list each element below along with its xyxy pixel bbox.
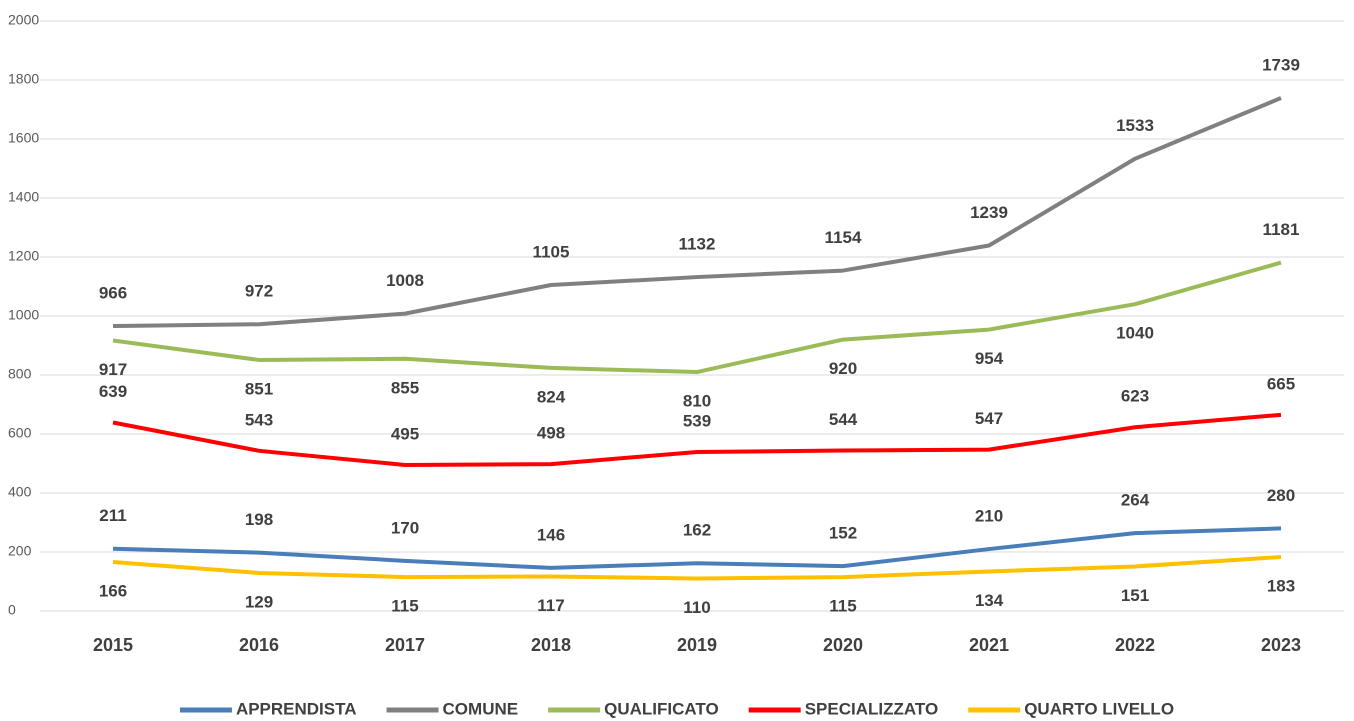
data-label: 151: [1121, 586, 1149, 605]
x-tick-label: 2016: [239, 635, 279, 655]
data-label: 170: [391, 518, 419, 537]
data-label: 198: [245, 510, 273, 529]
data-label: 639: [99, 382, 127, 401]
data-label: 851: [245, 379, 273, 398]
data-label: 129: [245, 592, 273, 611]
data-label: 146: [537, 525, 565, 544]
series-line: [112, 526, 1282, 570]
y-tick-label: 1000: [8, 307, 39, 323]
y-tick-label: 1400: [8, 189, 39, 205]
y-tick-label: 1800: [8, 71, 39, 87]
data-label: 495: [391, 424, 419, 443]
data-label: 623: [1121, 387, 1149, 406]
y-tick-label: 1200: [8, 248, 39, 264]
series-line: [112, 96, 1282, 329]
data-label: 1132: [679, 235, 716, 254]
data-label: 1239: [970, 203, 1008, 222]
x-tick-label: 2015: [93, 635, 133, 655]
data-label: 920: [829, 359, 857, 378]
x-tick-label: 2017: [385, 635, 425, 655]
data-label: 972: [245, 282, 273, 301]
data-label: 917: [99, 360, 127, 379]
x-tick-label: 2018: [531, 635, 571, 655]
data-label: 1533: [1116, 116, 1154, 135]
data-label: 498: [537, 424, 565, 443]
data-label: 110: [683, 598, 710, 617]
data-label: 544: [829, 410, 858, 429]
data-label: 966: [99, 284, 127, 303]
data-label: 162: [683, 521, 711, 540]
data-label: 543: [245, 410, 273, 429]
y-tick-label: 800: [8, 366, 32, 382]
y-tick-label: 2000: [8, 12, 39, 28]
legend-label: SPECIALIZZATO: [805, 699, 939, 718]
data-label: 166: [99, 582, 127, 601]
data-label: 210: [975, 507, 1003, 526]
data-label: 264: [1121, 491, 1150, 510]
data-label: 1181: [1263, 220, 1300, 239]
data-label: 855: [391, 378, 419, 397]
x-tick-label: 2020: [823, 635, 863, 655]
data-label: 117: [537, 596, 564, 615]
data-label: 1008: [386, 271, 424, 290]
x-tick-label: 2019: [677, 635, 717, 655]
data-label: 1154: [825, 228, 862, 247]
series-line: [112, 260, 1282, 375]
data-label: 134: [975, 591, 1004, 610]
y-tick-label: 1600: [8, 130, 39, 146]
y-tick-label: 400: [8, 484, 32, 500]
legend-label: APPRENDISTA: [236, 699, 357, 718]
data-label: 280: [1267, 486, 1295, 505]
data-label: 824: [537, 387, 566, 406]
data-label: 547: [975, 409, 1003, 428]
data-label: 115: [829, 597, 856, 616]
data-label: 954: [975, 349, 1004, 368]
y-tick-label: 0: [8, 602, 16, 618]
legend-label: QUARTO LIVELLO: [1024, 699, 1174, 718]
data-label: 665: [1267, 374, 1295, 393]
legend-label: COMUNE: [443, 699, 519, 718]
data-label: 1739: [1262, 55, 1300, 74]
x-tick-label: 2022: [1115, 635, 1155, 655]
y-tick-label: 200: [8, 543, 32, 559]
data-label: 211: [99, 506, 126, 525]
x-tick-label: 2023: [1261, 635, 1301, 655]
legend-label: QUALIFICATO: [604, 699, 719, 718]
x-tick-label: 2021: [969, 635, 1009, 655]
data-label: 183: [1267, 576, 1295, 595]
data-label: 1040: [1116, 324, 1154, 343]
data-label: 539: [683, 411, 711, 430]
data-label: 810: [683, 392, 711, 411]
data-label: 1105: [533, 243, 570, 262]
series-line: [112, 555, 1282, 581]
data-label: 115: [391, 597, 418, 616]
series-line: [112, 412, 1282, 467]
data-label: 152: [829, 524, 857, 543]
y-tick-label: 600: [8, 425, 32, 441]
